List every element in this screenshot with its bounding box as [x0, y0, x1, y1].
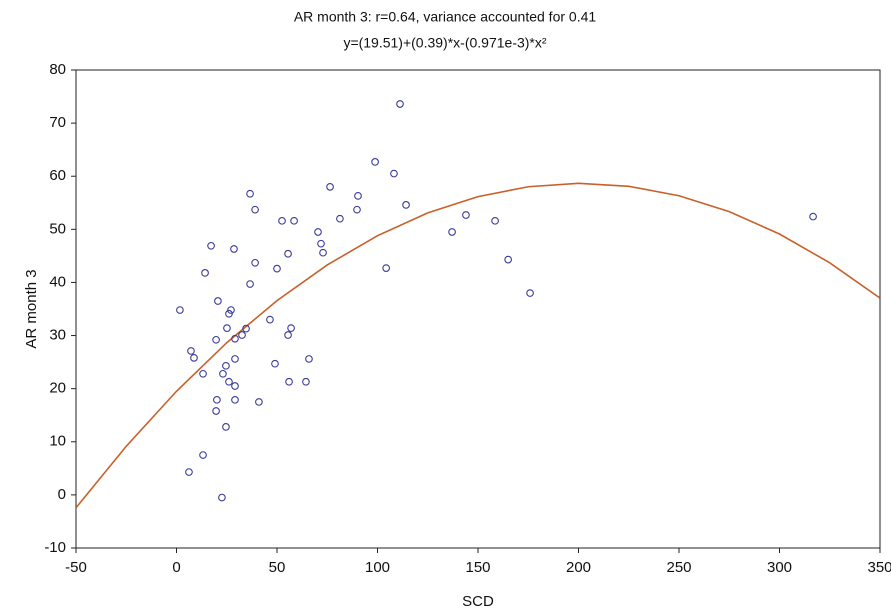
x-tick-label: 0: [172, 559, 180, 576]
data-point: [199, 451, 207, 459]
data-point: [222, 423, 230, 431]
data-point: [371, 158, 379, 166]
data-point: [278, 216, 286, 225]
x-tick-label: -50: [65, 559, 87, 576]
x-axis-label: SCD: [462, 593, 494, 610]
data-point: [199, 369, 207, 378]
data-point: [526, 289, 534, 297]
x-tick-label: 100: [365, 559, 390, 576]
data-point: [231, 355, 239, 363]
data-point: [284, 249, 292, 258]
chart-subtitle: y=(19.51)+(0.39)*x-(0.971e-3)*x²: [343, 35, 546, 51]
data-point: [305, 355, 313, 363]
data-point: [273, 264, 281, 273]
data-point: [176, 306, 184, 314]
data-point: [201, 269, 209, 277]
y-tick-label: 20: [49, 380, 66, 397]
data-point: [214, 297, 222, 305]
data-point: [491, 216, 499, 225]
data-point: [354, 192, 362, 200]
data-point: [227, 306, 235, 314]
data-point: [302, 377, 310, 386]
data-point: [336, 214, 344, 223]
data-point: [353, 205, 361, 214]
y-tick-label: 70: [49, 114, 66, 131]
data-point: [271, 359, 279, 368]
fit-curve: [76, 182, 880, 509]
chart-title: AR month 3: r=0.64, variance accounted f…: [294, 9, 597, 25]
y-tick-label: 50: [49, 220, 66, 237]
data-point: [382, 264, 390, 272]
data-point: [290, 216, 298, 225]
x-tick-label: 50: [269, 559, 286, 576]
data-point: [246, 189, 254, 198]
plot-frame: [75, 69, 881, 549]
data-point: [504, 255, 513, 264]
data-point: [284, 331, 292, 339]
data-point: [255, 398, 263, 406]
x-tick-label: 300: [767, 559, 792, 576]
data-point: [219, 369, 227, 378]
y-tick-label: 80: [49, 61, 66, 78]
data-point: [314, 228, 322, 236]
data-point: [222, 361, 230, 370]
y-tick-label: 30: [49, 327, 66, 344]
data-point: [287, 324, 295, 332]
data-point: [246, 280, 254, 288]
data-point: [212, 407, 220, 415]
data-point: [213, 395, 221, 404]
data-point: [218, 493, 226, 502]
data-point: [396, 100, 404, 108]
data-point: [251, 258, 259, 267]
y-tick-label: 0: [58, 486, 66, 503]
data-point: [809, 212, 817, 221]
data-point: [187, 347, 195, 355]
data-point: [231, 395, 239, 404]
data-point: [223, 324, 231, 332]
x-tick-label: 200: [566, 559, 591, 576]
data-point: [266, 315, 274, 324]
data-point: [190, 354, 198, 362]
x-tick-label: 350: [867, 559, 891, 576]
data-point: [238, 331, 246, 339]
data-point: [231, 334, 239, 343]
y-tick-label: -10: [44, 539, 66, 556]
data-point: [390, 169, 398, 178]
y-tick-label: 40: [49, 273, 66, 290]
data-point: [462, 211, 470, 219]
data-point: [448, 228, 456, 236]
data-point: [317, 239, 325, 248]
data-point: [319, 248, 327, 257]
data-point: [185, 468, 193, 476]
data-point: [402, 201, 410, 209]
y-tick-label: 60: [49, 167, 66, 184]
data-point: [251, 205, 259, 214]
x-tick-label: 250: [666, 559, 691, 576]
data-point: [285, 377, 293, 386]
x-tick-label: 150: [465, 559, 490, 576]
y-axis-label: AR month 3: [23, 269, 40, 348]
data-point: [326, 182, 334, 191]
y-tick-label: 10: [49, 433, 66, 450]
data-point: [242, 324, 250, 333]
data-point: [225, 377, 233, 386]
data-point: [231, 382, 239, 390]
data-point: [225, 309, 233, 318]
data-point: [212, 335, 220, 344]
data-point: [207, 241, 215, 250]
data-point: [230, 245, 238, 253]
